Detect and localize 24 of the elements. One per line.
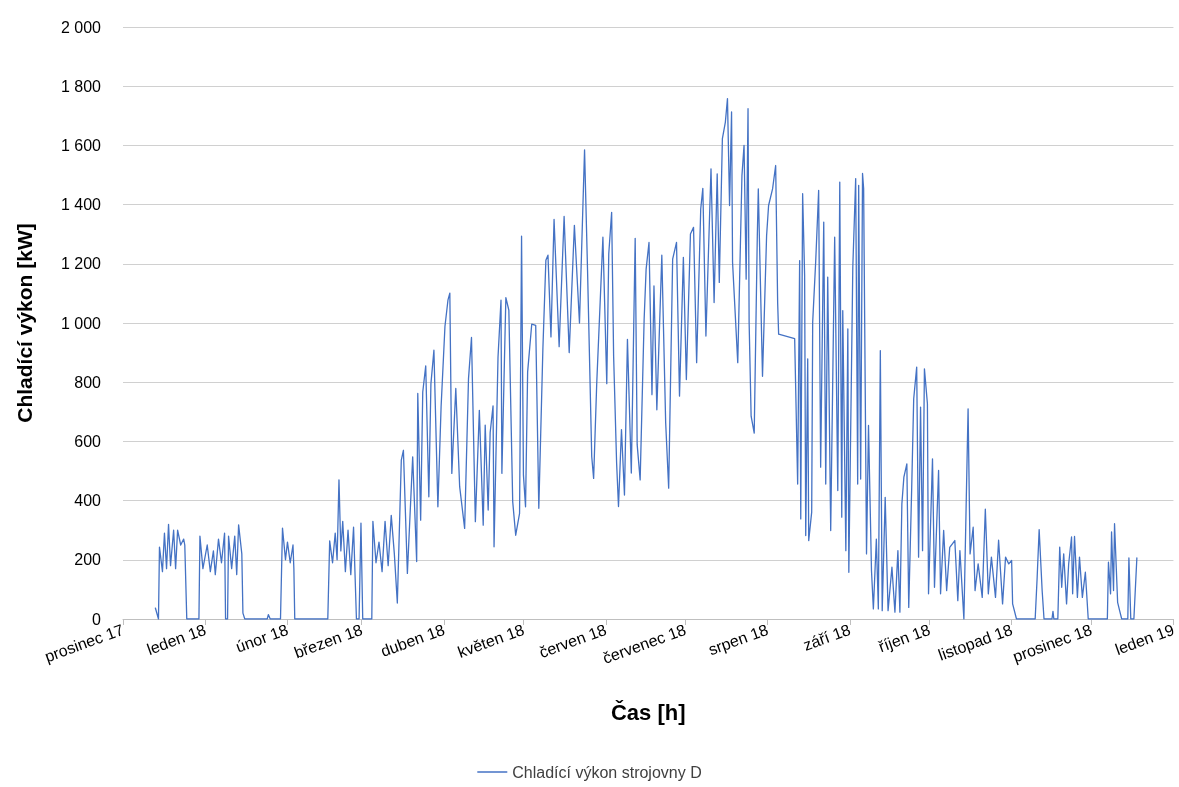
x-tick-label: březen 18 xyxy=(291,620,365,662)
y-tick-label: 200 xyxy=(74,551,102,569)
x-tick-label: únor 18 xyxy=(233,620,291,656)
y-axis-title: Chladící výkon [kW] xyxy=(13,223,36,423)
x-tick-label: květen 18 xyxy=(455,620,527,661)
x-tick-label: leden 19 xyxy=(1112,620,1177,658)
legend-label: Chladící výkon strojovny D xyxy=(512,763,702,781)
line-series xyxy=(154,97,1138,620)
y-tick-label: 1 800 xyxy=(60,77,102,95)
y-tick-label: 1 600 xyxy=(60,136,102,154)
x-tick-label: srpen 18 xyxy=(706,620,771,659)
y-tick-label: 1 000 xyxy=(60,314,102,332)
x-tick-label: duben 18 xyxy=(378,620,447,660)
y-tick-label: 1 200 xyxy=(60,255,102,273)
y-tick-label: 600 xyxy=(74,432,102,450)
x-tick-label: říjen 18 xyxy=(876,620,933,656)
x-axis-title: Čas [h] xyxy=(610,699,686,725)
y-tick-label: 0 xyxy=(92,610,102,628)
y-tick-label: 800 xyxy=(74,373,102,391)
y-tick-label: 1 400 xyxy=(60,196,102,214)
y-tick-label: 400 xyxy=(74,492,102,510)
x-tick-label: leden 18 xyxy=(144,620,209,658)
x-tick-label: září 18 xyxy=(800,620,853,654)
y-tick-label: 2 000 xyxy=(60,18,102,36)
